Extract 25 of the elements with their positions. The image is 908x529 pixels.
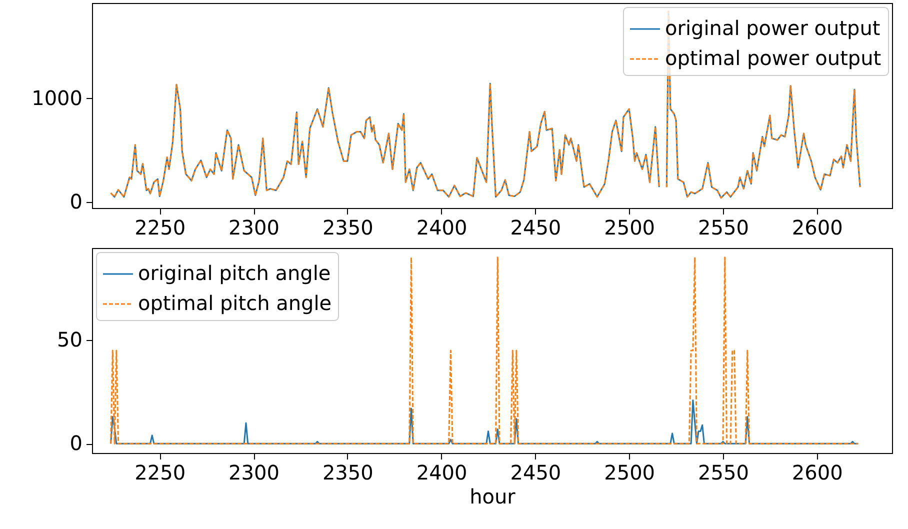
x-tick-label: 2500 bbox=[604, 460, 656, 484]
x-tick-label: 2250 bbox=[134, 460, 186, 484]
x-tick-label: 2300 bbox=[228, 216, 280, 240]
x-tick-label: 2300 bbox=[228, 460, 280, 484]
x-tick-label: 2350 bbox=[322, 216, 374, 240]
y-tick-label: 0 bbox=[70, 431, 82, 456]
x-tick-label: 2400 bbox=[416, 460, 468, 484]
x-tick-label: 2500 bbox=[604, 216, 656, 240]
x-tick-label: 2550 bbox=[698, 460, 749, 484]
x-tick-label: 2450 bbox=[510, 460, 562, 484]
y-tick-label: 1000 bbox=[32, 86, 82, 110]
x-tick-label: 2450 bbox=[510, 216, 562, 240]
x-tick-label: 2550 bbox=[698, 216, 749, 240]
legend-label: optimal power output bbox=[665, 46, 882, 70]
x-tick-label: 2350 bbox=[322, 460, 374, 484]
legend-label: original pitch angle bbox=[138, 261, 331, 285]
y-tick-label: 0 bbox=[70, 189, 82, 214]
x-axis-title: hour bbox=[470, 484, 516, 508]
y-tick-label: 50 bbox=[57, 328, 82, 352]
x-tick-label: 2400 bbox=[416, 216, 468, 240]
legend-label: original power output bbox=[665, 16, 880, 40]
legend-label: optimal pitch angle bbox=[138, 291, 332, 315]
x-tick-label: 2600 bbox=[792, 216, 843, 240]
x-tick-label: 2600 bbox=[792, 460, 843, 484]
x-tick-label: 2250 bbox=[134, 216, 186, 240]
